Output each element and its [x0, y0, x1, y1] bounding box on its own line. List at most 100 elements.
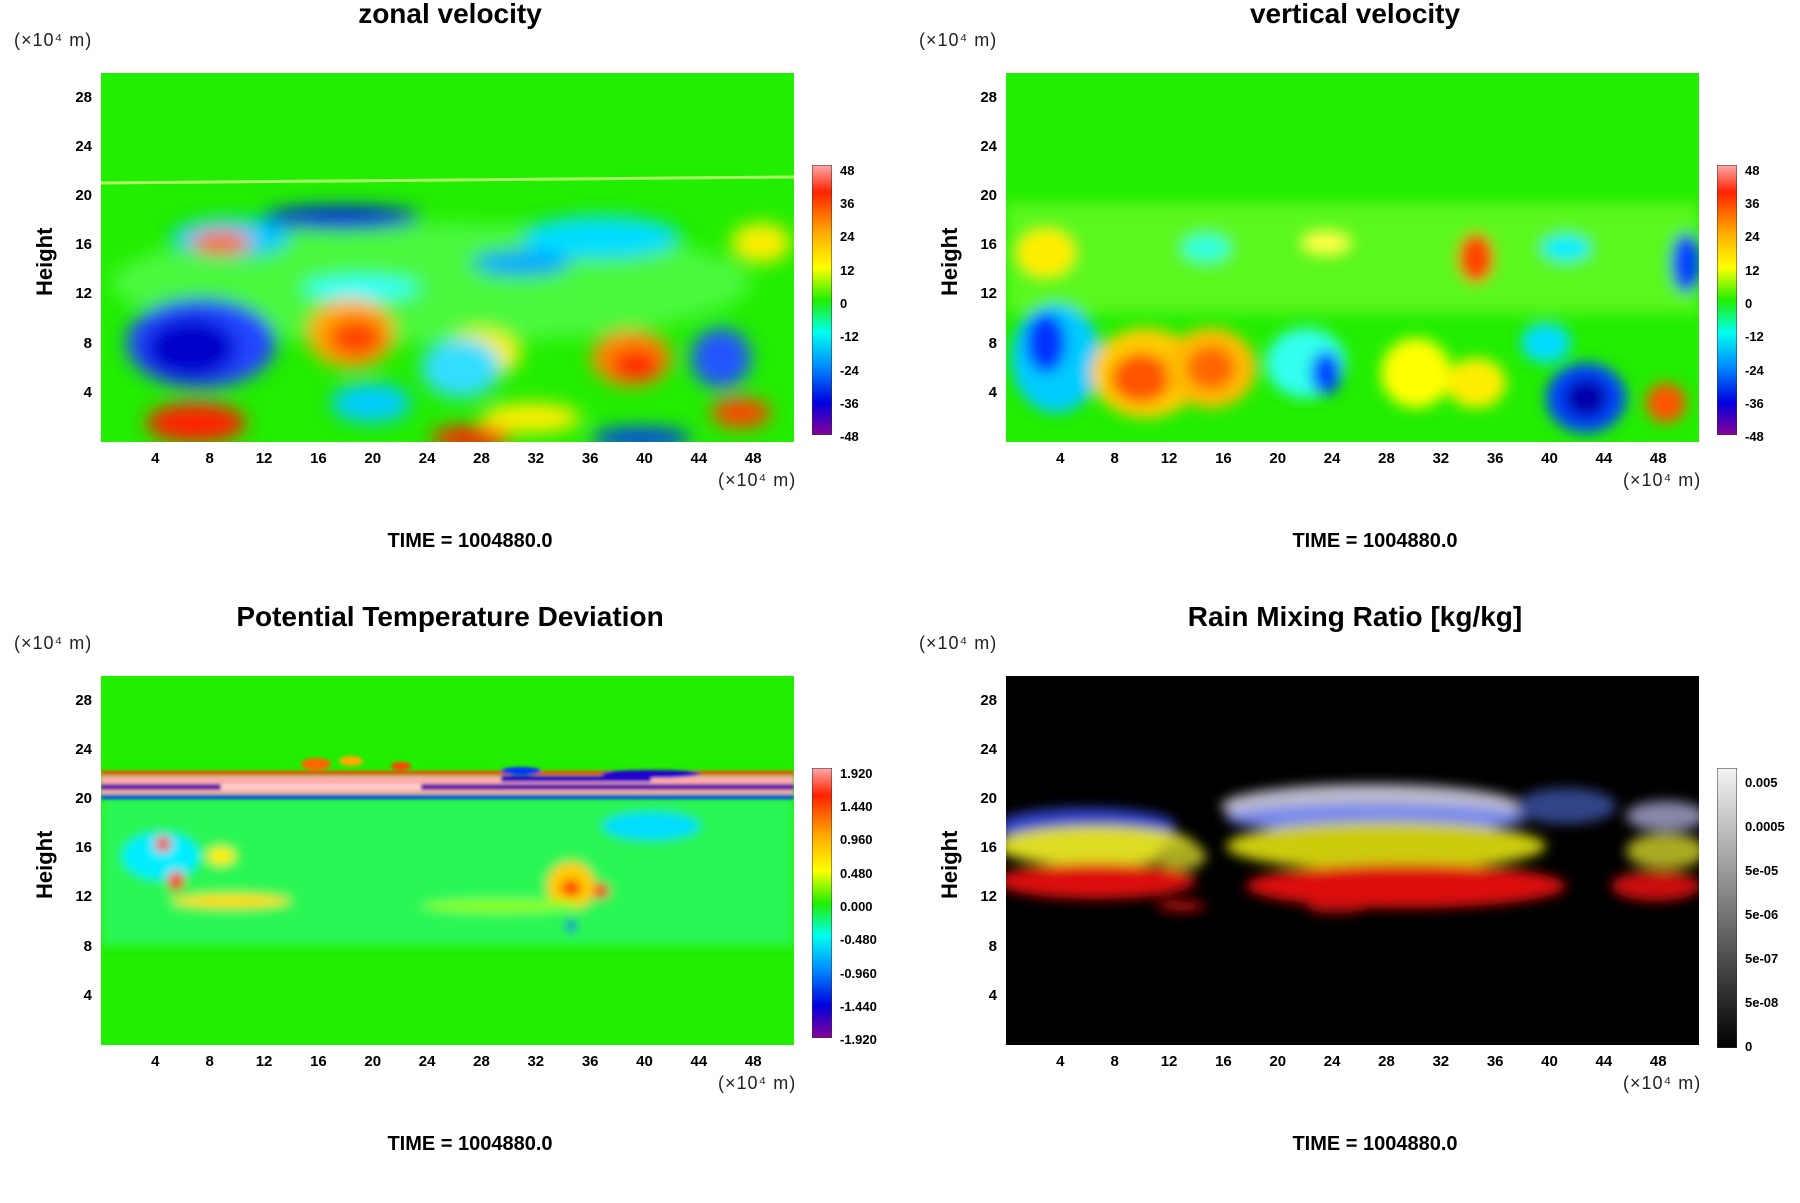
- x-tick-label: 48: [744, 450, 762, 467]
- time-label: TIME = 1004880.0: [1292, 1133, 1458, 1155]
- y-tick-label: 8: [988, 334, 997, 352]
- x-axis-unit: (×10⁴ m): [1623, 1073, 1702, 1093]
- y-axis-label: Height: [32, 227, 57, 296]
- x-tick-label: 12: [255, 1053, 273, 1070]
- colorbar-label: 0.0005: [1745, 819, 1785, 834]
- x-tick-label: 32: [1432, 450, 1450, 467]
- y-tick-label: 20: [980, 187, 997, 204]
- colorbar-label: 1.920: [840, 766, 873, 781]
- x-tick-label: 44: [1595, 450, 1613, 467]
- x-tick-label: 24: [1323, 450, 1341, 467]
- y-tick-label: 4: [988, 986, 997, 1004]
- panel-zonal-velocity: zonal velocity (×10⁴ m) Height: [0, 0, 900, 600]
- panel-rain-mixing-ratio: Rain Mixing Ratio [kg/kg] (×10⁴ m) Heigh…: [905, 601, 1800, 1203]
- y-tick-label: 16: [980, 839, 997, 857]
- colorbar-label: -48: [1745, 429, 1764, 444]
- colorbar-label: -36: [840, 396, 859, 411]
- y-tick-label: 12: [980, 285, 997, 303]
- x-tick-label: 12: [1160, 450, 1178, 467]
- colorbar-label: 0.000: [840, 899, 873, 914]
- x-tick-label: 20: [364, 1053, 382, 1070]
- time-label: TIME = 1004880.0: [387, 530, 553, 552]
- x-tick-label: 24: [418, 1053, 436, 1070]
- heatmap-plot: [1006, 676, 1699, 1045]
- y-tick-label: 20: [75, 187, 92, 204]
- x-tick-label: 8: [205, 450, 214, 467]
- x-tick-label: 36: [1486, 450, 1504, 467]
- x-tick-label: 4: [151, 450, 160, 467]
- colorbar-label: 0: [1745, 1039, 1753, 1054]
- y-axis-label: Height: [32, 830, 57, 899]
- x-tick-label: 40: [1541, 450, 1558, 467]
- y-tick-label: 16: [75, 236, 92, 254]
- x-tick-label: 12: [255, 450, 273, 467]
- colorbar: [1717, 768, 1737, 1048]
- colorbar-label: -24: [1745, 363, 1764, 378]
- y-tick-label: 28: [980, 691, 997, 709]
- colorbar-label: -1.440: [840, 999, 877, 1014]
- x-axis-unit: (×10⁴ m): [718, 470, 797, 490]
- colorbar-label: -36: [1745, 396, 1764, 411]
- x-tick-label: 16: [310, 450, 327, 467]
- time-label: TIME = 1004880.0: [387, 1133, 553, 1155]
- colorbar-label: -24: [840, 363, 859, 378]
- colorbar: [1717, 165, 1737, 435]
- colorbar-label: 5e-06: [1745, 907, 1779, 922]
- chart-title: zonal velocity: [358, 0, 542, 29]
- y-tick-label: 12: [980, 888, 997, 906]
- y-tick-label: 4: [83, 383, 92, 401]
- colorbar-label: 48: [840, 163, 855, 178]
- x-tick-label: 36: [581, 450, 599, 467]
- x-tick-label: 48: [744, 1053, 762, 1070]
- x-tick-label: 32: [527, 450, 545, 467]
- y-axis-label: Height: [937, 227, 962, 296]
- colorbar-label: 0.960: [840, 832, 873, 847]
- y-tick-label: 24: [75, 137, 92, 155]
- colorbar-label: 0.480: [840, 866, 873, 881]
- x-tick-label: 24: [418, 450, 436, 467]
- x-tick-label: 40: [636, 450, 653, 467]
- panel-vertical-velocity: vertical velocity (×10⁴ m) Height: [905, 0, 1800, 600]
- colorbar-label: -48: [840, 429, 859, 444]
- y-tick-label: 20: [75, 790, 92, 807]
- x-tick-label: 40: [1541, 1053, 1558, 1070]
- x-tick-label: 28: [1378, 1053, 1395, 1070]
- x-tick-label: 24: [1323, 1053, 1341, 1070]
- x-tick-label: 16: [310, 1053, 327, 1070]
- y-tick-label: 16: [75, 839, 92, 857]
- y-tick-label: 8: [83, 937, 92, 955]
- y-axis-unit: (×10⁴ m): [14, 30, 93, 50]
- x-tick-label: 32: [527, 1053, 545, 1070]
- x-axis-unit: (×10⁴ m): [718, 1073, 797, 1093]
- heatmap-plot: [101, 676, 794, 1045]
- y-tick-label: 4: [83, 986, 92, 1004]
- x-tick-label: 12: [1160, 1053, 1178, 1070]
- colorbar-label: 24: [1745, 229, 1760, 244]
- x-tick-label: 20: [1269, 1053, 1287, 1070]
- colorbar-label: 48: [1745, 163, 1760, 178]
- y-tick-label: 8: [83, 334, 92, 352]
- y-axis-unit: (×10⁴ m): [919, 633, 998, 653]
- colorbar-label: -12: [840, 329, 859, 344]
- colorbar-label: 0: [840, 296, 848, 311]
- y-axis-unit: (×10⁴ m): [14, 633, 93, 653]
- x-axis-unit: (×10⁴ m): [1623, 470, 1702, 490]
- colorbar-label: 36: [840, 196, 855, 211]
- y-tick-label: 28: [75, 691, 92, 709]
- x-tick-label: 44: [690, 450, 708, 467]
- colorbar-label: -0.960: [840, 966, 877, 981]
- chart-title: Rain Mixing Ratio [kg/kg]: [1187, 601, 1523, 632]
- y-axis-unit: (×10⁴ m): [919, 30, 998, 50]
- y-axis-label: Height: [937, 830, 962, 899]
- x-tick-label: 8: [1110, 1053, 1119, 1070]
- colorbar-label: 5e-05: [1745, 863, 1779, 878]
- colorbar: [812, 768, 832, 1038]
- colorbar-label: -0.480: [840, 932, 877, 947]
- colorbar-label: 0.005: [1745, 775, 1778, 790]
- y-tick-label: 8: [988, 937, 997, 955]
- x-tick-label: 4: [1056, 1053, 1065, 1070]
- y-tick-label: 28: [75, 88, 92, 106]
- colorbar-label: 5e-08: [1745, 995, 1779, 1010]
- x-tick-label: 28: [473, 450, 490, 467]
- colorbar-label: 36: [1745, 196, 1760, 211]
